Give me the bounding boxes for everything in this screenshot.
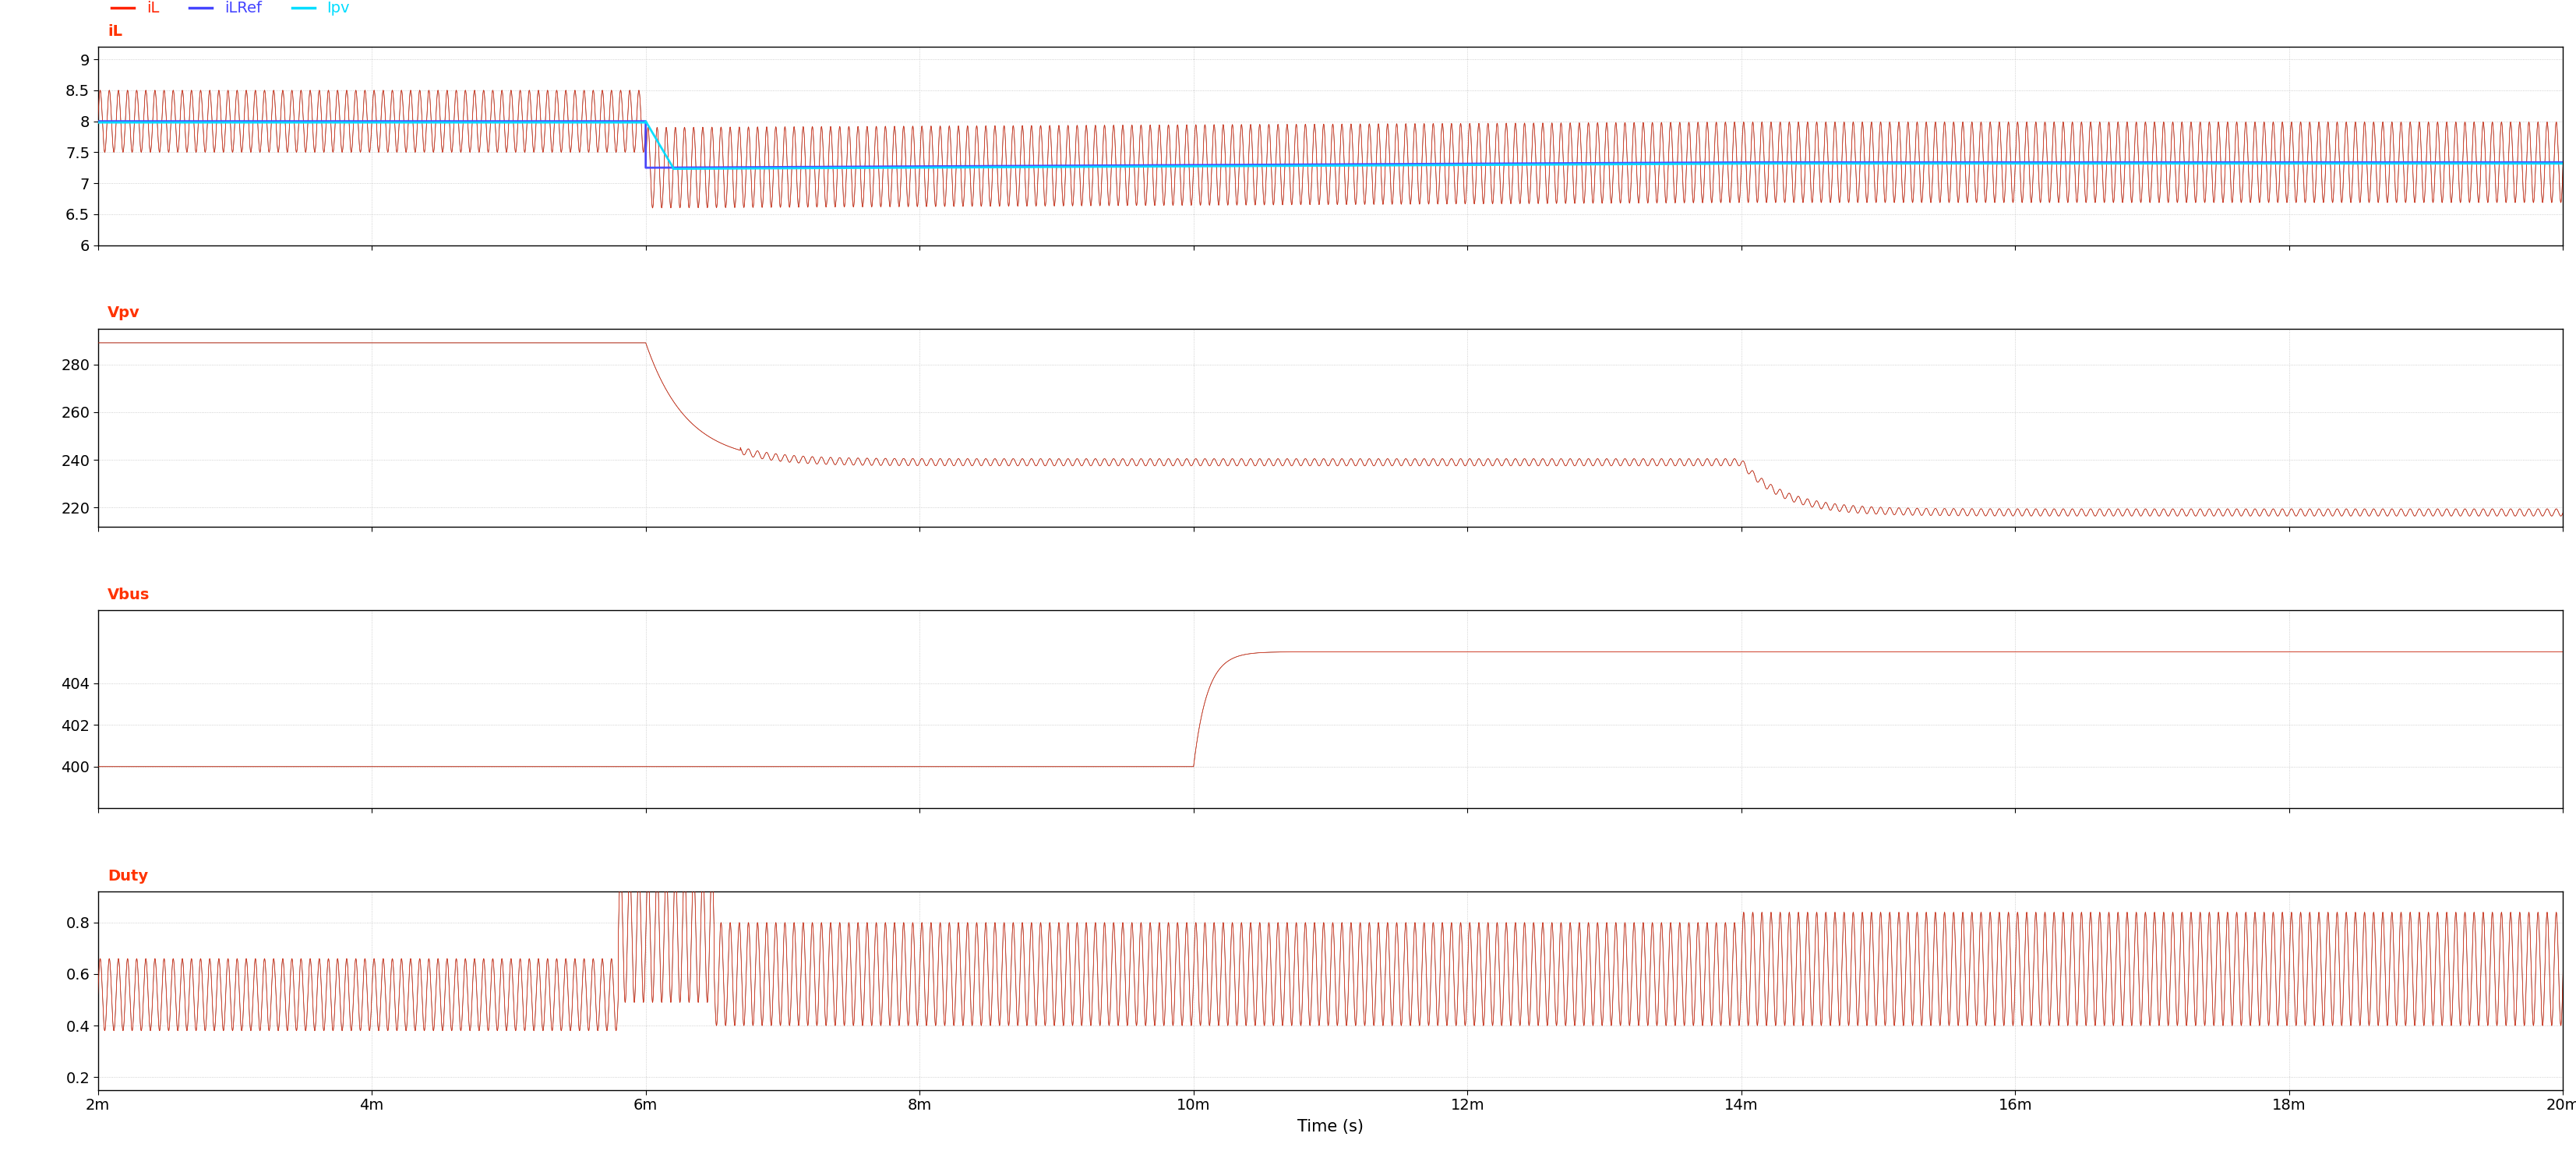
Text: Vbus: Vbus [108, 587, 149, 602]
Legend: iL, iLRef, Ipv: iL, iLRef, Ipv [106, 0, 355, 22]
Text: Duty: Duty [108, 868, 149, 884]
Text: iL: iL [108, 25, 124, 39]
Text: Vpv: Vpv [108, 306, 139, 320]
X-axis label: Time (s): Time (s) [1298, 1119, 1363, 1134]
